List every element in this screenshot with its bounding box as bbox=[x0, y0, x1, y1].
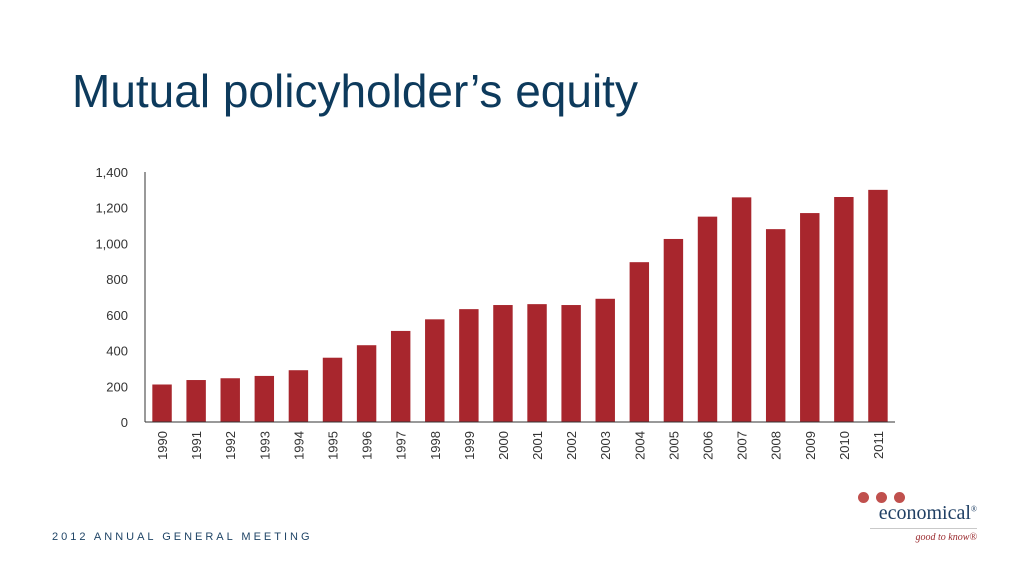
bar bbox=[800, 213, 820, 422]
logo-dot bbox=[894, 492, 905, 503]
bar bbox=[152, 384, 172, 422]
bar bbox=[527, 304, 547, 422]
bar bbox=[663, 238, 684, 422]
logo-divider bbox=[870, 528, 977, 529]
logo-dots-icon bbox=[858, 490, 912, 504]
x-tick-label: 2007 bbox=[735, 431, 750, 460]
x-tick-label: 2000 bbox=[496, 431, 511, 460]
x-tick-label: 2001 bbox=[530, 431, 545, 460]
bar bbox=[390, 330, 411, 422]
bar bbox=[288, 370, 309, 422]
x-tick-label: 2011 bbox=[871, 431, 886, 459]
x-tick-label: 1996 bbox=[360, 431, 375, 460]
bar bbox=[220, 378, 240, 422]
y-tick-label: 200 bbox=[106, 379, 128, 394]
y-tick-label: 0 bbox=[121, 415, 128, 430]
bar bbox=[561, 305, 581, 422]
bar bbox=[254, 375, 275, 422]
logo-registered-mark: ® bbox=[970, 504, 977, 514]
x-tick-label: 2008 bbox=[769, 431, 784, 460]
bar bbox=[356, 345, 377, 422]
bar bbox=[868, 189, 888, 422]
y-tick-label: 800 bbox=[106, 272, 128, 287]
x-tick-label: 2010 bbox=[837, 431, 852, 460]
x-tick-label: 1992 bbox=[223, 431, 238, 460]
bar bbox=[765, 229, 786, 422]
bar bbox=[595, 298, 615, 422]
y-tick-label: 1,400 bbox=[95, 165, 128, 180]
footer-text: 2012 ANNUAL GENERAL MEETING bbox=[52, 531, 313, 543]
bar bbox=[731, 197, 752, 422]
x-tick-label: 1993 bbox=[257, 431, 272, 460]
bar bbox=[322, 357, 343, 422]
logo-dot bbox=[858, 492, 869, 503]
x-tick-label: 1999 bbox=[462, 431, 477, 460]
bar bbox=[834, 197, 854, 422]
x-tick-label: 1997 bbox=[394, 431, 409, 460]
bar bbox=[459, 309, 479, 422]
bar bbox=[493, 305, 513, 422]
logo-name: economical bbox=[878, 502, 971, 524]
x-tick-label: 2004 bbox=[632, 431, 647, 460]
logo-tagline: good to know® bbox=[915, 532, 977, 543]
x-tick-label: 2006 bbox=[701, 431, 716, 460]
y-tick-label: 400 bbox=[106, 344, 128, 359]
x-tick-label: 2005 bbox=[666, 431, 681, 460]
logo-wordmark: economical® bbox=[879, 502, 977, 525]
logo-dot bbox=[876, 492, 887, 503]
x-tick-label: 1998 bbox=[428, 431, 443, 460]
bar bbox=[425, 319, 445, 422]
x-tick-label: 2009 bbox=[803, 431, 818, 460]
x-tick-label: 1991 bbox=[189, 431, 204, 460]
x-tick-label: 1990 bbox=[155, 431, 170, 460]
x-tick-label: 2003 bbox=[598, 431, 613, 460]
bar bbox=[697, 216, 718, 422]
page-title: Mutual policyholder’s equity bbox=[72, 65, 638, 117]
bar bbox=[629, 262, 650, 422]
y-tick-label: 1,000 bbox=[95, 236, 128, 251]
bar bbox=[186, 380, 206, 422]
y-tick-label: 600 bbox=[106, 308, 128, 323]
x-tick-label: 1995 bbox=[326, 431, 341, 460]
x-tick-label: 2002 bbox=[564, 431, 579, 460]
y-tick-label: 1,200 bbox=[95, 201, 128, 216]
x-tick-label: 1994 bbox=[291, 431, 306, 460]
economical-logo: economical® good to know® bbox=[858, 490, 983, 550]
